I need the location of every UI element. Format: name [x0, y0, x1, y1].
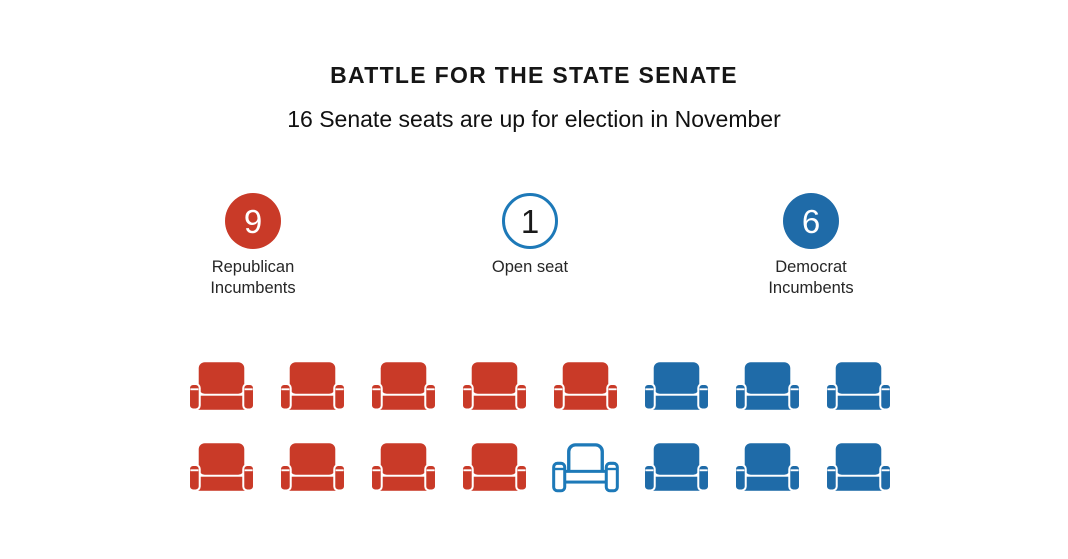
seat-icon-republican-incumbent: [188, 443, 255, 493]
republican-count-badge: 9: [225, 193, 281, 249]
republican-label-line1: Republican: [211, 258, 295, 276]
seat-icon-republican-incumbent: [279, 362, 346, 412]
open-seat-label: Open seat: [492, 257, 568, 278]
seat-icon-republican-incumbent: [552, 362, 619, 412]
republican-label: Republican Incumbents: [210, 257, 295, 299]
open-seat-label-line1: Open seat: [491, 258, 569, 276]
seat-icon-democrat-incumbent: [734, 443, 801, 493]
democrat-label-line1: Democrat: [775, 258, 847, 276]
seat-icon-republican-incumbent: [279, 443, 346, 493]
open-seat-count-badge: 1: [502, 193, 558, 249]
democrat-count-badge: 6: [783, 193, 839, 249]
seat-icon-democrat-incumbent: [734, 362, 801, 412]
republican-label-line2: Incumbents: [210, 279, 296, 297]
democrat-label-line2: Incumbents: [768, 279, 854, 297]
seat-grid: [188, 362, 892, 493]
seat-icon-republican-incumbent: [188, 362, 255, 412]
seat-icon-open-seat: [552, 443, 619, 493]
republican-count: 9: [243, 202, 263, 240]
seat-icon-republican-incumbent: [461, 362, 528, 412]
seat-icon-republican-incumbent: [370, 443, 437, 493]
seat-icon-democrat-incumbent: [643, 362, 710, 412]
democrat-count: 6: [801, 202, 821, 240]
page-subtitle: 16 Senate seats are up for election in N…: [287, 106, 781, 132]
seat-icon-republican-incumbent: [370, 362, 437, 412]
democrat-label: Democrat Incumbents: [768, 257, 853, 299]
page-title: BATTLE FOR THE STATE SENATE: [330, 62, 738, 88]
seat-icon-democrat-incumbent: [825, 443, 892, 493]
legend-item-open-seat: 1 Open seat: [445, 193, 615, 278]
legend-item-republican: 9 Republican Incumbents: [168, 193, 338, 299]
seat-icon-democrat-incumbent: [825, 362, 892, 412]
open-seat-count: 1: [520, 202, 540, 240]
legend-item-democrat: 6 Democrat Incumbents: [726, 193, 896, 299]
seat-icon-democrat-incumbent: [643, 443, 710, 493]
seat-icon-republican-incumbent: [461, 443, 528, 493]
